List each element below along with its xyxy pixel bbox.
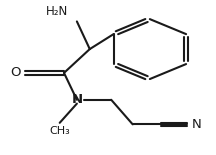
Text: CH₃: CH₃ [49, 126, 70, 136]
Text: N: N [192, 118, 202, 131]
Text: N: N [71, 93, 83, 106]
Text: H₂N: H₂N [46, 5, 68, 18]
Text: O: O [10, 66, 21, 79]
